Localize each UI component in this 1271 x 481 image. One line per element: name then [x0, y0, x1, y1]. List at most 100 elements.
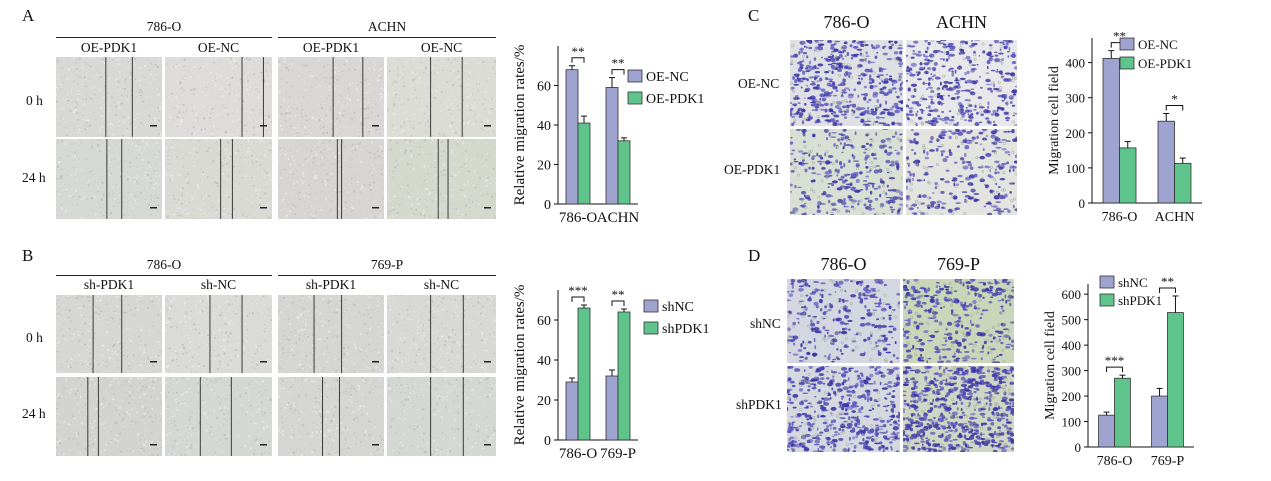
y-tick-label: 200: [1062, 389, 1082, 404]
significance-marker: ***: [1105, 353, 1125, 368]
group-header: 786-O: [56, 19, 272, 35]
y-tick-label: 500: [1062, 313, 1082, 328]
legend-swatch: [1120, 38, 1134, 50]
column-header: OE-NC: [165, 40, 272, 56]
legend-label: shNC: [662, 300, 694, 315]
legend-label: shNC: [1118, 275, 1148, 290]
micrograph-texture: [387, 139, 496, 219]
micrograph-texture: [278, 57, 384, 137]
scratch-image: [387, 295, 496, 373]
group-header: 769-P: [278, 257, 496, 273]
micrograph-texture: [278, 377, 384, 456]
x-tick-label: ACHN: [597, 210, 640, 226]
scratch-image: [387, 377, 496, 456]
row-label: 0 h: [26, 93, 43, 109]
group-rule: [278, 37, 496, 38]
legend-swatch: [628, 70, 642, 82]
scratch-image: [387, 57, 496, 137]
scratch-image: [165, 377, 272, 456]
y-axis-label: Relative migration rates/%: [512, 45, 528, 206]
x-tick-label: 786-O: [1097, 454, 1133, 469]
y-tick-label: 400: [1062, 338, 1082, 353]
y-tick-label: 40: [537, 354, 551, 369]
bar-shNC: [606, 376, 618, 440]
bar-shPDK1: [1115, 378, 1131, 447]
y-tick-label: 100: [1066, 161, 1086, 176]
transwell-image: [906, 129, 1017, 215]
legend-label: shPDK1: [662, 322, 709, 337]
significance-marker: **: [572, 44, 585, 59]
row-label: OE-PDK1: [724, 162, 780, 178]
significance-marker: **: [612, 287, 625, 302]
transwell-image: [903, 366, 1014, 452]
bar-shPDK1: [578, 308, 590, 440]
row-label: 24 h: [22, 406, 46, 422]
bar-OE-NC: [606, 87, 618, 204]
column-header: sh-PDK1: [56, 277, 162, 293]
legend-label: shPDK1: [1118, 293, 1162, 308]
group-header: 786-O: [56, 257, 272, 273]
transwell-image: [787, 279, 900, 363]
micrograph-texture: [56, 57, 162, 137]
significance-marker: *: [1171, 91, 1178, 106]
y-tick-label: 0: [544, 434, 551, 449]
transwell-image: [787, 366, 900, 452]
transwell-image: [790, 40, 903, 126]
micrograph-texture: [387, 377, 496, 456]
bar-shNC: [1099, 415, 1115, 447]
y-tick-label: 0: [1079, 196, 1086, 211]
bar-OE-NC: [1103, 58, 1120, 203]
scratch-image: [56, 377, 162, 456]
bar-OE-PDK1: [578, 123, 590, 204]
column-header: 769-P: [903, 254, 1014, 275]
legend-swatch: [628, 92, 642, 104]
scratch-image: [56, 57, 162, 137]
micrograph-texture: [787, 279, 900, 363]
bar-shPDK1: [1168, 313, 1184, 447]
group-rule: [56, 37, 272, 38]
significance-marker: **: [612, 56, 625, 71]
y-tick-label: 300: [1062, 364, 1082, 379]
micrograph-texture: [903, 366, 1014, 452]
bar-OE-PDK1: [1120, 148, 1137, 203]
scratch-image: [56, 295, 162, 373]
significance-marker: ***: [568, 283, 588, 298]
micrograph-texture: [165, 57, 272, 137]
y-tick-label: 600: [1062, 287, 1082, 302]
scratch-image: [165, 139, 272, 219]
bar-shNC: [566, 382, 578, 440]
bar-OE-PDK1: [618, 141, 630, 204]
micrograph-texture: [278, 139, 384, 219]
column-header: sh-PDK1: [278, 277, 384, 293]
column-header: 786-O: [790, 12, 903, 33]
scratch-image: [278, 57, 384, 137]
bar-OE-NC: [566, 70, 578, 204]
micrograph-texture: [790, 40, 903, 126]
scratch-image: [387, 139, 496, 219]
bar-OE-NC: [1158, 121, 1175, 203]
row-label: 24 h: [22, 170, 46, 186]
column-header: OE-NC: [387, 40, 496, 56]
column-header: 786-O: [787, 254, 900, 275]
scratch-image: [278, 295, 384, 373]
bar-shNC: [1152, 396, 1168, 447]
micrograph-texture: [790, 129, 903, 215]
y-tick-label: 300: [1066, 91, 1086, 106]
panel-label-c: C: [748, 6, 759, 26]
bar-OE-PDK1: [1175, 163, 1192, 203]
column-header: sh-NC: [387, 277, 496, 293]
transwell-image: [906, 40, 1017, 126]
column-header: OE-PDK1: [278, 40, 384, 56]
legend-label: OE-NC: [1138, 37, 1178, 52]
transwell-image: [903, 279, 1014, 363]
y-tick-label: 40: [537, 119, 551, 134]
x-tick-label: 769-P: [600, 446, 636, 462]
row-label: OE-NC: [738, 76, 779, 92]
column-header: sh-NC: [165, 277, 272, 293]
group-rule: [278, 275, 496, 276]
micrograph-texture: [903, 279, 1014, 363]
micrograph-texture: [906, 40, 1017, 126]
